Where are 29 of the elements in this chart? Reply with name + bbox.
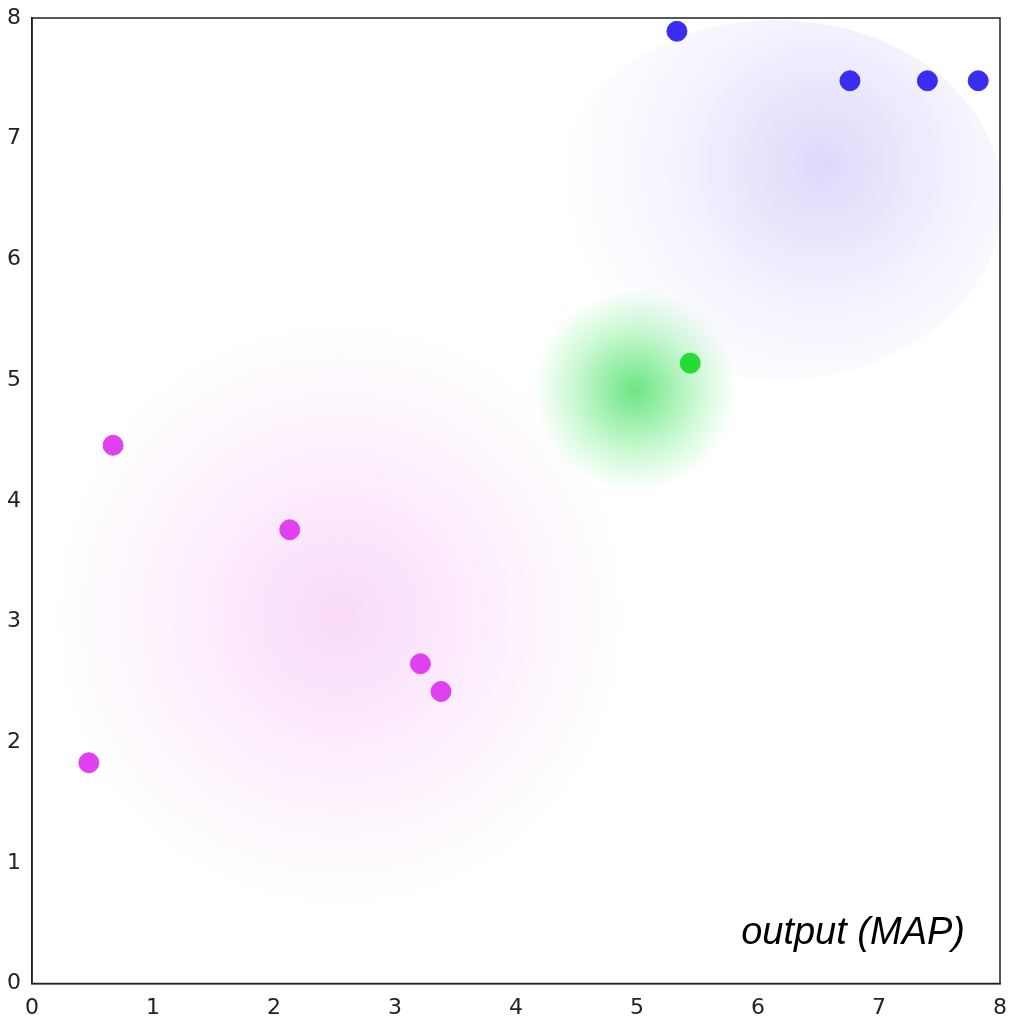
x-tick-label: 3 <box>388 993 402 1019</box>
x-tick-label: 4 <box>509 993 523 1019</box>
x-tick-label: 8 <box>993 993 1007 1019</box>
y-tick-label: 3 <box>7 607 21 633</box>
y-tick-label: 4 <box>7 486 21 512</box>
point <box>967 70 989 92</box>
point <box>679 352 701 374</box>
y-tick-label: 8 <box>7 3 21 29</box>
point <box>916 70 938 92</box>
point <box>409 653 431 675</box>
x-tick-label: 1 <box>146 993 160 1019</box>
x-tick-label: 6 <box>751 993 765 1019</box>
point <box>839 70 861 92</box>
point <box>279 519 301 541</box>
y-tick-label: 0 <box>7 969 21 995</box>
x-tick-label: 5 <box>630 993 644 1019</box>
point <box>666 20 688 42</box>
y-tick-label: 5 <box>7 365 21 391</box>
annotation: output (MAP) <box>741 909 965 952</box>
x-tick-label: 0 <box>25 993 39 1019</box>
x-tick-label: 7 <box>872 993 886 1019</box>
y-tick-label: 2 <box>7 727 21 753</box>
x-tick-label: 2 <box>267 993 281 1019</box>
point <box>78 752 100 774</box>
point <box>430 681 452 703</box>
point <box>102 434 124 456</box>
y-tick-label: 6 <box>7 245 21 271</box>
y-tick-label: 1 <box>7 848 21 874</box>
y-tick-label: 7 <box>7 124 21 150</box>
